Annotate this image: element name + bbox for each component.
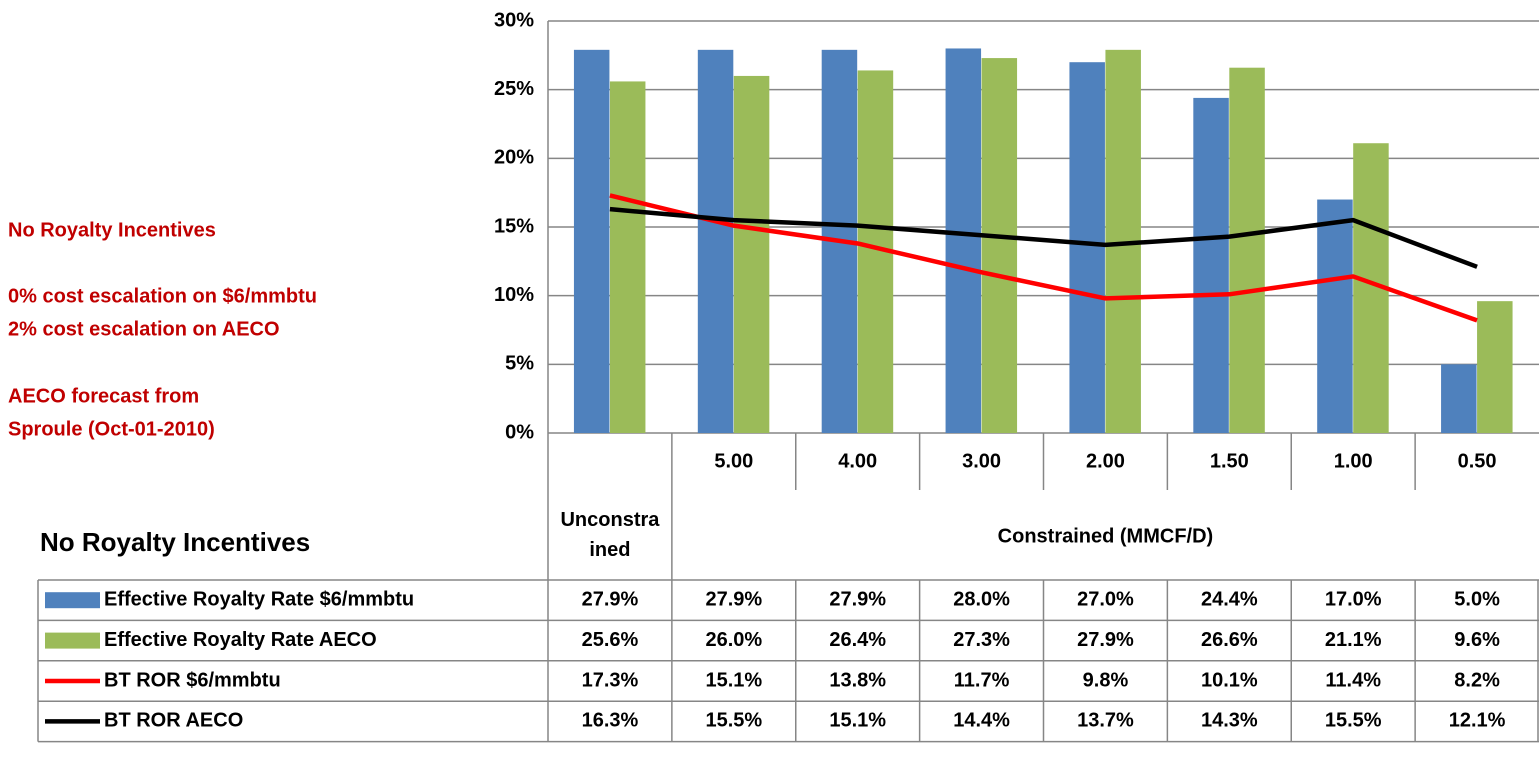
table-cell: 13.8% — [829, 669, 886, 691]
annotation: 0% cost escalation on $6/mmbtu — [8, 285, 317, 307]
bar — [945, 48, 982, 433]
x-tick-label: 2.00 — [1086, 450, 1125, 472]
bar — [609, 81, 646, 433]
bar — [1317, 199, 1353, 433]
table-cell: 15.5% — [705, 710, 762, 732]
table-cell: 26.0% — [705, 629, 762, 651]
table-cell: 14.3% — [1201, 710, 1258, 732]
y-tick-label: 5% — [505, 353, 534, 375]
table-cell: 15.1% — [705, 669, 762, 691]
table-cell: 27.9% — [582, 588, 639, 610]
table-cell: 9.8% — [1083, 669, 1129, 691]
table-cell: 12.1% — [1449, 710, 1506, 732]
annotation: Sproule (Oct-01-2010) — [8, 418, 215, 440]
y-tick-label: 25% — [494, 78, 534, 100]
annotation: No Royalty Incentives — [8, 219, 216, 241]
y-tick-label: 30% — [494, 9, 534, 31]
x-tick-label: 0.50 — [1458, 450, 1497, 472]
y-tick-label: 15% — [494, 215, 534, 237]
y-tick-label: 0% — [505, 421, 534, 443]
bar — [1477, 301, 1513, 433]
table-cell: 5.0% — [1454, 588, 1500, 610]
group-label: Constrained (MMCF/D) — [998, 525, 1214, 547]
table-cell: 15.1% — [829, 710, 886, 732]
bar — [697, 49, 734, 434]
table-cell: 26.4% — [829, 629, 886, 651]
table-cell: 27.3% — [953, 629, 1010, 651]
x-tick-label: 1.00 — [1334, 450, 1373, 472]
table-cell: 25.6% — [582, 629, 639, 651]
x-tick-label: 1.50 — [1210, 450, 1249, 472]
table-cell: 27.0% — [1077, 588, 1134, 610]
table-cell: 10.1% — [1201, 669, 1258, 691]
y-tick-label: 20% — [494, 147, 534, 169]
table-cell: 9.6% — [1454, 629, 1500, 651]
bar — [1441, 364, 1477, 433]
table-cell: 27.9% — [705, 588, 762, 610]
table-cell: 13.7% — [1077, 710, 1134, 732]
line — [609, 206, 1478, 269]
annotation: AECO forecast from — [8, 385, 199, 407]
bar — [733, 75, 770, 433]
table-cell: 8.2% — [1454, 669, 1500, 691]
group-label: Unconstrained — [560, 509, 660, 561]
table-cell: 21.1% — [1325, 629, 1382, 651]
table-cell: 26.6% — [1201, 629, 1258, 651]
series-name: Effective Royalty Rate AECO — [104, 629, 377, 651]
bar — [573, 49, 610, 434]
line — [609, 193, 1478, 323]
series-name: Effective Royalty Rate $6/mmbtu — [104, 588, 414, 610]
table-cell: 24.4% — [1201, 588, 1258, 610]
table-cell: 27.9% — [829, 588, 886, 610]
x-tick-label: 4.00 — [838, 450, 877, 472]
table-cell: 11.4% — [1325, 669, 1381, 691]
bar — [1229, 67, 1265, 434]
table-cell: 17.0% — [1325, 588, 1382, 610]
y-tick-label: 10% — [494, 284, 534, 306]
series-name: BT ROR $6/mmbtu — [104, 669, 281, 691]
bar — [1069, 62, 1105, 433]
x-tick-label: 3.00 — [962, 450, 1001, 472]
series-name: BT ROR AECO — [104, 710, 243, 732]
bar — [981, 58, 1018, 434]
legend-key — [45, 592, 100, 609]
table-cell: 15.5% — [1325, 710, 1382, 732]
legend-key — [45, 632, 100, 649]
annotation: 2% cost escalation on AECO — [8, 318, 280, 340]
table-cell: 16.3% — [582, 710, 639, 732]
table-cell: 27.9% — [1077, 629, 1134, 651]
table-cell: 28.0% — [953, 588, 1010, 610]
table-cell: 17.3% — [582, 669, 639, 691]
table-cell: 11.7% — [954, 669, 1010, 691]
x-tick-label: 5.00 — [714, 450, 753, 472]
table-title: No Royalty Incentives — [40, 527, 310, 557]
table-cell: 14.4% — [953, 710, 1010, 732]
bar — [1193, 97, 1229, 433]
